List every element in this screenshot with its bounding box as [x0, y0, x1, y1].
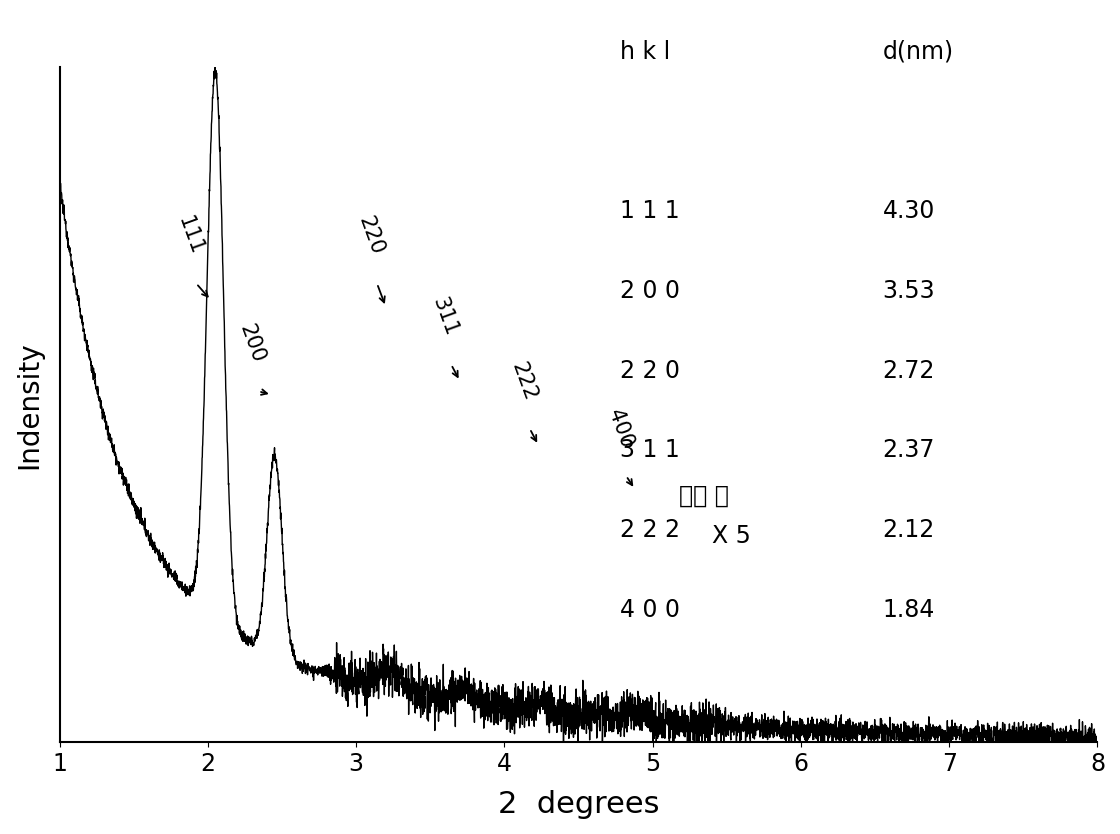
Text: 111: 111 [174, 214, 206, 258]
Text: 2 2 0: 2 2 0 [620, 359, 680, 383]
Text: 2 0 0: 2 0 0 [620, 279, 680, 303]
Text: 222: 222 [507, 359, 540, 404]
Text: 4 0 0: 4 0 0 [620, 597, 680, 621]
Text: 220: 220 [355, 214, 388, 258]
Text: 2.72: 2.72 [883, 359, 935, 383]
Text: 311: 311 [429, 295, 461, 339]
Text: 4.30: 4.30 [883, 199, 935, 224]
Text: 400: 400 [604, 406, 636, 450]
Text: h k l: h k l [620, 40, 670, 64]
Text: 200: 200 [236, 322, 269, 366]
Text: 焙烧 后: 焙烧 后 [680, 484, 729, 508]
Text: 3 1 1: 3 1 1 [620, 438, 680, 462]
Text: 3.53: 3.53 [883, 279, 935, 303]
Text: 2.37: 2.37 [883, 438, 935, 462]
Text: d(nm): d(nm) [883, 40, 953, 64]
Y-axis label: Indensity: Indensity [15, 341, 43, 469]
Text: 1 1 1: 1 1 1 [620, 199, 680, 224]
Text: X 5: X 5 [712, 525, 750, 549]
Text: 2 2 2: 2 2 2 [620, 518, 680, 542]
Text: 1.84: 1.84 [883, 597, 935, 621]
Text: 2.12: 2.12 [883, 518, 935, 542]
X-axis label: 2  degrees: 2 degrees [497, 790, 660, 819]
